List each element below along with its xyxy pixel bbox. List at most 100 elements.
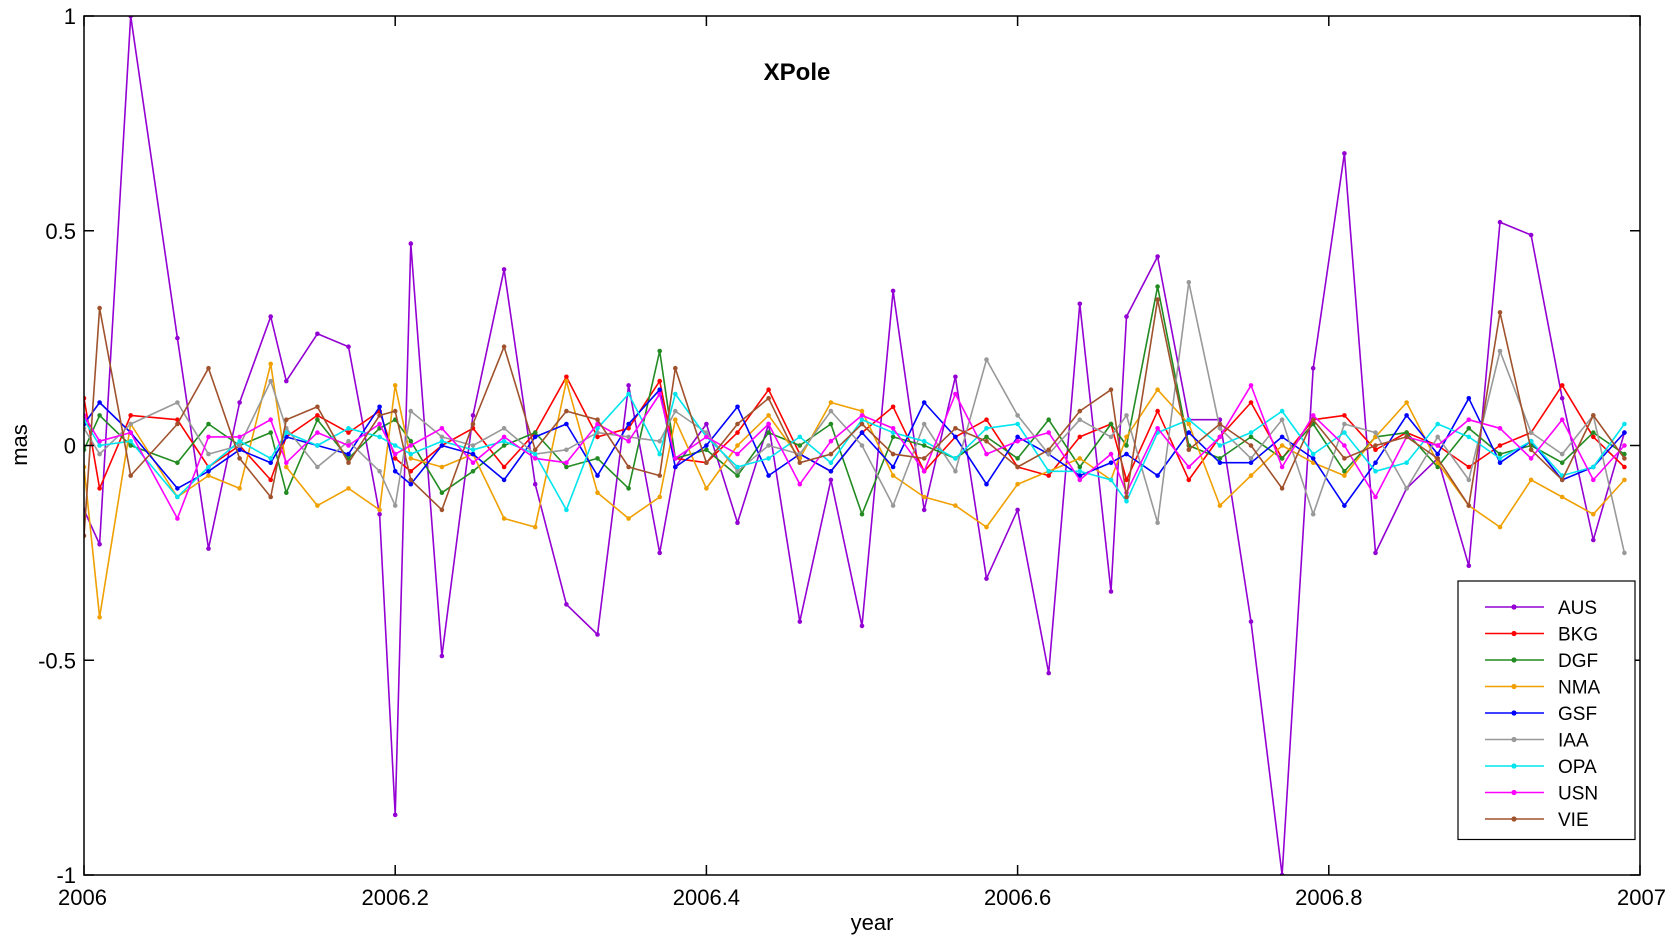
data-point-aus bbox=[346, 344, 351, 350]
data-point-gsf bbox=[470, 451, 476, 457]
data-point-aus bbox=[175, 335, 180, 341]
data-point-vie bbox=[595, 417, 600, 423]
data-point-aus bbox=[595, 632, 600, 637]
data-point-aus bbox=[1466, 563, 1472, 569]
data-point-vie bbox=[284, 417, 289, 423]
data-point-aus bbox=[564, 602, 569, 607]
data-point-opa bbox=[1310, 451, 1316, 457]
data-point-nma bbox=[1124, 434, 1129, 440]
data-point-gsf bbox=[1015, 434, 1020, 440]
data-point-opa bbox=[890, 430, 896, 435]
data-point-gsf bbox=[859, 430, 865, 435]
data-point-opa bbox=[237, 438, 242, 444]
data-point-usn bbox=[392, 451, 398, 457]
data-point-opa bbox=[595, 426, 600, 431]
data-point-aus bbox=[1497, 219, 1503, 225]
data-point-opa bbox=[439, 438, 445, 444]
data-point-vie bbox=[392, 408, 398, 414]
data-point-dgf bbox=[1591, 430, 1596, 435]
data-point-gsf bbox=[1497, 460, 1503, 466]
data-point-nma bbox=[595, 490, 600, 496]
data-point-iaa bbox=[408, 408, 414, 414]
data-point-vie bbox=[128, 473, 133, 478]
data-point-opa bbox=[501, 438, 507, 444]
data-point-gsf bbox=[501, 477, 507, 483]
data-point-dgf bbox=[1279, 456, 1285, 461]
data-point-bkg bbox=[1591, 434, 1596, 440]
data-point-iaa bbox=[1015, 413, 1020, 418]
data-point-opa bbox=[532, 451, 538, 457]
data-point-usn bbox=[439, 426, 445, 431]
data-point-gsf bbox=[1124, 451, 1129, 457]
data-point-vie bbox=[921, 456, 927, 461]
y-tick-label: 1 bbox=[64, 4, 76, 29]
data-point-opa bbox=[953, 456, 958, 461]
data-point-vie bbox=[1559, 477, 1565, 483]
data-point-bkg bbox=[1373, 447, 1378, 453]
data-point-aus bbox=[1591, 537, 1596, 543]
data-point-iaa bbox=[346, 438, 351, 444]
data-point-bkg bbox=[735, 430, 740, 435]
data-point-usn bbox=[97, 438, 102, 444]
data-point-aus bbox=[315, 331, 320, 337]
data-point-gsf bbox=[408, 481, 414, 487]
data-point-iaa bbox=[1046, 451, 1051, 457]
data-point-vie bbox=[673, 365, 678, 371]
data-point-dgf bbox=[1342, 469, 1347, 474]
data-point-gsf bbox=[828, 469, 834, 474]
data-point-vie bbox=[1310, 417, 1316, 423]
data-point-dgf bbox=[439, 490, 445, 496]
data-point-opa bbox=[1279, 408, 1285, 414]
data-point-gsf bbox=[1373, 460, 1378, 466]
data-point-dgf bbox=[564, 464, 569, 470]
data-point-usn bbox=[1155, 426, 1160, 431]
data-point-gsf bbox=[97, 400, 102, 405]
data-point-usn bbox=[532, 456, 538, 461]
data-point-opa bbox=[392, 443, 398, 448]
data-point-aus bbox=[377, 511, 382, 517]
data-point-aus bbox=[859, 623, 865, 629]
data-point-aus bbox=[284, 378, 289, 384]
data-point-iaa bbox=[797, 451, 803, 457]
data-point-vie bbox=[984, 438, 989, 444]
data-point-opa bbox=[828, 460, 834, 466]
data-point-bkg bbox=[1342, 413, 1347, 418]
data-point-opa bbox=[673, 391, 678, 397]
data-point-aus bbox=[501, 267, 507, 272]
data-point-gsf bbox=[1186, 430, 1192, 435]
data-point-gsf bbox=[766, 473, 771, 478]
data-point-vie bbox=[859, 421, 865, 427]
data-point-nma bbox=[408, 456, 414, 461]
data-point-usn bbox=[984, 451, 989, 457]
data-point-gsf bbox=[1466, 396, 1472, 401]
data-point-gsf bbox=[1217, 460, 1223, 466]
data-point-usn bbox=[657, 391, 662, 397]
data-point-dgf bbox=[1077, 464, 1083, 470]
data-point-aus bbox=[1342, 151, 1347, 156]
data-point-opa bbox=[1186, 417, 1192, 423]
data-point-vie bbox=[439, 507, 445, 513]
legend: AUS BKG DGF NMA GSF IAA OPA USN VIE bbox=[1457, 580, 1636, 841]
data-point-opa bbox=[1108, 477, 1114, 483]
data-point-gsf bbox=[921, 400, 927, 405]
legend-marker-iaa bbox=[1511, 736, 1517, 743]
data-point-usn bbox=[797, 481, 803, 487]
data-point-usn bbox=[1248, 383, 1254, 388]
data-point-usn bbox=[1497, 426, 1503, 431]
data-point-gsf bbox=[657, 387, 662, 393]
data-point-iaa bbox=[1466, 477, 1472, 483]
data-point-aus bbox=[953, 374, 958, 380]
data-point-opa bbox=[284, 430, 289, 435]
x-tick-label: 2007 bbox=[1617, 885, 1666, 910]
legend-label-aus: AUS bbox=[1558, 598, 1597, 619]
data-point-aus bbox=[1124, 314, 1129, 319]
data-point-bkg bbox=[1559, 383, 1565, 388]
data-point-vie bbox=[1124, 494, 1129, 500]
data-point-usn bbox=[1217, 434, 1223, 440]
x-tick-label: 2006.2 bbox=[362, 885, 429, 910]
series-iaa bbox=[84, 280, 1627, 556]
data-point-nma bbox=[1342, 473, 1347, 478]
data-point-vie bbox=[704, 460, 709, 466]
data-point-dgf bbox=[1435, 464, 1440, 470]
data-point-bkg bbox=[1155, 408, 1160, 414]
